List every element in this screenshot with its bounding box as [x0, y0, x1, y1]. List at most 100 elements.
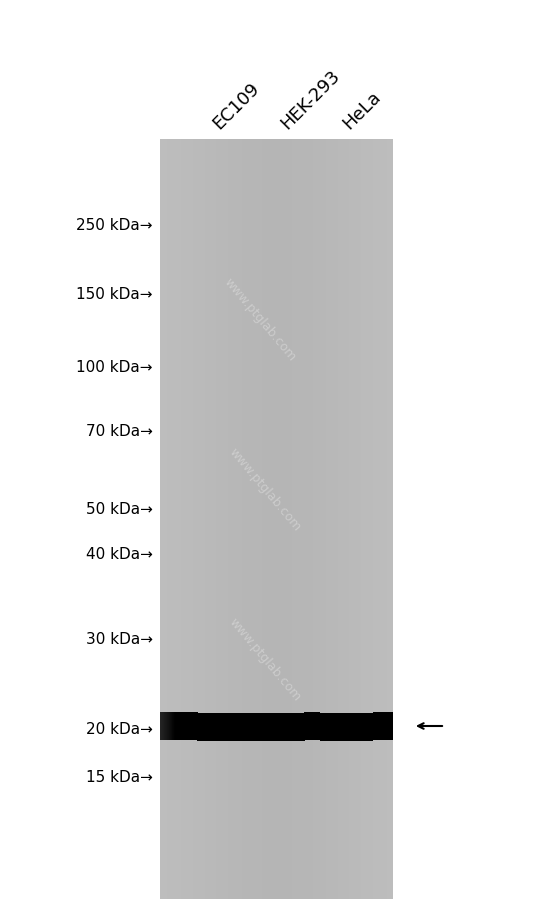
Bar	[309, 713, 310, 741]
Bar	[203, 713, 204, 741]
Bar	[248, 713, 249, 741]
Bar	[321, 713, 322, 741]
Bar	[240, 713, 241, 741]
Bar	[276, 713, 277, 741]
Bar	[318, 713, 319, 741]
Bar	[205, 713, 206, 741]
Bar	[200, 713, 201, 741]
Bar	[357, 713, 358, 741]
Bar	[386, 713, 387, 741]
Bar	[356, 713, 358, 741]
Bar	[215, 713, 216, 741]
Bar	[221, 713, 222, 741]
Bar	[273, 713, 274, 741]
Bar	[184, 713, 185, 741]
Bar	[226, 713, 227, 741]
Bar	[167, 713, 168, 741]
Bar	[374, 713, 375, 741]
Bar	[167, 713, 168, 741]
Bar	[202, 713, 203, 741]
Bar	[274, 713, 275, 741]
Bar	[317, 713, 318, 741]
Bar	[260, 713, 261, 741]
Bar	[353, 713, 354, 741]
Bar	[368, 713, 369, 741]
Bar	[324, 713, 326, 741]
Bar	[317, 713, 318, 741]
Bar	[284, 713, 285, 741]
Bar	[284, 713, 285, 741]
Bar	[265, 713, 266, 741]
Bar	[316, 713, 317, 741]
Bar	[334, 713, 335, 741]
Bar	[233, 713, 234, 741]
Bar	[343, 713, 344, 741]
Bar	[270, 713, 271, 741]
Bar	[380, 713, 381, 741]
Bar	[329, 713, 330, 741]
Bar	[348, 713, 349, 741]
Bar	[214, 713, 215, 741]
Bar	[180, 713, 182, 741]
Bar	[379, 713, 380, 741]
Bar	[256, 713, 257, 741]
Bar	[271, 713, 272, 741]
Bar	[324, 713, 325, 741]
Bar	[307, 713, 309, 741]
Bar	[299, 713, 300, 741]
Bar	[277, 713, 278, 741]
Bar	[248, 713, 249, 741]
Bar	[275, 713, 276, 741]
Bar	[196, 713, 197, 741]
Bar	[336, 713, 337, 741]
Bar	[203, 713, 204, 741]
Bar	[243, 713, 244, 741]
Bar	[371, 713, 372, 741]
Bar	[335, 713, 336, 741]
Bar	[302, 713, 304, 741]
Bar	[272, 713, 273, 741]
Bar	[323, 713, 324, 741]
Bar	[358, 713, 359, 741]
Bar	[385, 713, 386, 741]
Bar	[344, 713, 345, 741]
Bar	[325, 713, 326, 741]
Bar	[197, 713, 198, 741]
Bar	[382, 713, 383, 741]
Bar	[257, 713, 258, 741]
Bar	[359, 713, 360, 741]
Bar	[212, 713, 213, 741]
Bar	[283, 713, 284, 741]
Bar	[174, 713, 175, 741]
Bar	[195, 713, 196, 741]
Bar	[266, 713, 267, 741]
Bar	[177, 713, 178, 741]
Bar	[390, 713, 391, 741]
Bar	[259, 713, 260, 741]
Bar	[291, 713, 292, 741]
Bar	[378, 713, 380, 741]
Bar	[305, 713, 306, 741]
Bar	[305, 713, 306, 741]
Bar	[192, 713, 193, 741]
Bar	[208, 713, 209, 741]
Text: 250 kDa→: 250 kDa→	[76, 218, 153, 234]
Text: 50 kDa→: 50 kDa→	[86, 502, 153, 517]
Bar	[185, 713, 186, 741]
Bar	[369, 713, 370, 741]
Bar	[351, 713, 352, 741]
Bar	[301, 713, 303, 741]
Bar	[370, 713, 371, 741]
Bar	[353, 713, 354, 741]
Bar	[238, 713, 239, 741]
Bar	[298, 713, 299, 741]
Bar	[333, 713, 334, 741]
Bar	[360, 713, 361, 741]
Bar	[186, 713, 187, 741]
Bar	[296, 713, 298, 741]
Bar	[254, 713, 255, 741]
Bar	[216, 713, 217, 741]
Bar	[241, 713, 242, 741]
Bar	[164, 713, 166, 741]
Bar	[262, 713, 263, 741]
